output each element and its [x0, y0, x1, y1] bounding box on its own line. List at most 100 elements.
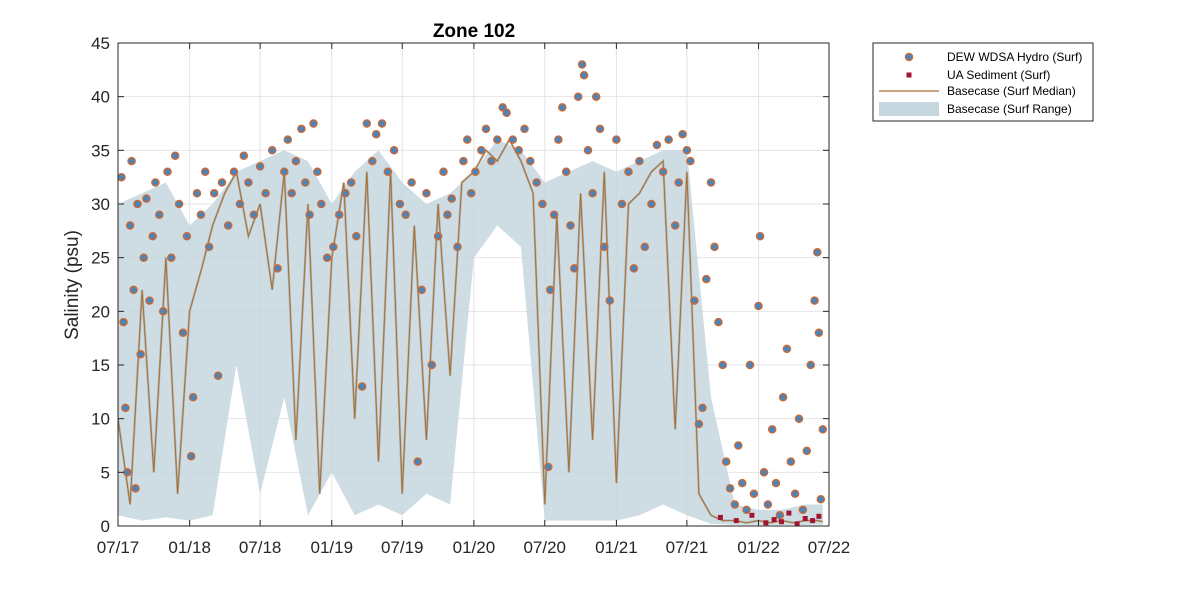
x-tick-label: 07/17: [97, 538, 140, 557]
hydro-point: [739, 480, 746, 487]
hydro-point: [464, 136, 471, 143]
hydro-point: [288, 190, 295, 197]
hydro-point: [193, 190, 200, 197]
hydro-point: [746, 361, 753, 368]
hydro-point: [137, 351, 144, 358]
y-tick-label: 40: [91, 88, 110, 107]
y-tick-label: 45: [91, 34, 110, 53]
hydro-point: [250, 211, 257, 218]
hydro-point: [776, 512, 783, 519]
hydro-point: [402, 211, 409, 218]
sediment-point: [734, 518, 739, 523]
hydro-point: [488, 158, 495, 165]
x-tick-label: 01/21: [595, 538, 638, 557]
hydro-point: [675, 179, 682, 186]
hydro-point: [160, 308, 167, 315]
hydro-point: [750, 490, 757, 497]
hydro-point: [168, 254, 175, 261]
hydro-point: [757, 233, 764, 240]
hydro-point: [314, 168, 321, 175]
hydro-point: [284, 136, 291, 143]
chart-title: Zone 102: [433, 21, 515, 42]
hydro-point: [579, 61, 586, 68]
hydro-point: [134, 200, 141, 207]
hydro-point: [373, 131, 380, 138]
hydro-point: [478, 147, 485, 154]
hydro-point: [727, 485, 734, 492]
hydro-point: [454, 243, 461, 250]
hydro-point: [795, 415, 802, 422]
x-tick-label: 07/21: [666, 538, 709, 557]
hydro-point: [292, 158, 299, 165]
hydro-point: [494, 136, 501, 143]
hydro-point: [428, 361, 435, 368]
hydro-point: [176, 200, 183, 207]
hydro-point: [230, 168, 237, 175]
hydro-point: [444, 211, 451, 218]
hydro-point: [695, 420, 702, 427]
y-tick-label: 35: [91, 141, 110, 160]
hydro-point: [799, 506, 806, 513]
hydro-point: [306, 211, 313, 218]
hydro-point: [551, 211, 558, 218]
hydro-point: [414, 458, 421, 465]
hydro-point: [124, 469, 131, 476]
hydro-point: [179, 329, 186, 336]
hydro-point: [584, 147, 591, 154]
legend-marker-hydro: [905, 53, 912, 60]
hydro-point: [206, 243, 213, 250]
hydro-point: [281, 168, 288, 175]
hydro-point: [152, 179, 159, 186]
hydro-point: [269, 147, 276, 154]
x-tick-label: 01/19: [310, 538, 353, 557]
x-tick-label: 07/19: [381, 538, 424, 557]
y-axis-label: Salinity (psu): [62, 230, 83, 340]
hydro-point: [302, 179, 309, 186]
hydro-point: [245, 179, 252, 186]
hydro-point: [539, 200, 546, 207]
hydro-point: [183, 233, 190, 240]
x-tick-label: 07/22: [808, 538, 851, 557]
x-tick-label: 01/22: [737, 538, 780, 557]
hydro-point: [435, 233, 442, 240]
hydro-point: [128, 158, 135, 165]
hydro-point: [363, 120, 370, 127]
hydro-point: [330, 243, 337, 250]
hydro-point: [298, 125, 305, 132]
y-tick-label: 15: [91, 356, 110, 375]
hydro-point: [707, 179, 714, 186]
hydro-point: [648, 200, 655, 207]
hydro-point: [156, 211, 163, 218]
hydro-point: [143, 195, 150, 202]
hydro-point: [660, 168, 667, 175]
sediment-point: [749, 513, 754, 518]
hydro-point: [440, 168, 447, 175]
hydro-point: [559, 104, 566, 111]
sediment-point: [810, 518, 815, 523]
sediment-point: [803, 516, 808, 521]
hydro-point: [391, 147, 398, 154]
hydro-point: [384, 168, 391, 175]
hydro-point: [515, 147, 522, 154]
hydro-point: [236, 200, 243, 207]
hydro-point: [815, 329, 822, 336]
hydro-point: [118, 174, 125, 181]
hydro-point: [418, 286, 425, 293]
hydro-point: [563, 168, 570, 175]
hydro-point: [807, 361, 814, 368]
hydro-point: [817, 496, 824, 503]
hydro-point: [202, 168, 209, 175]
hydro-point: [613, 136, 620, 143]
legend-label: Basecase (Surf Range): [947, 102, 1072, 116]
hydro-point: [596, 125, 603, 132]
hydro-point: [225, 222, 232, 229]
hydro-point: [188, 453, 195, 460]
hydro-point: [731, 501, 738, 508]
hydro-point: [571, 265, 578, 272]
hydro-point: [811, 297, 818, 304]
hydro-point: [630, 265, 637, 272]
y-tick-label: 10: [91, 410, 110, 429]
hydro-point: [164, 168, 171, 175]
hydro-point: [783, 345, 790, 352]
